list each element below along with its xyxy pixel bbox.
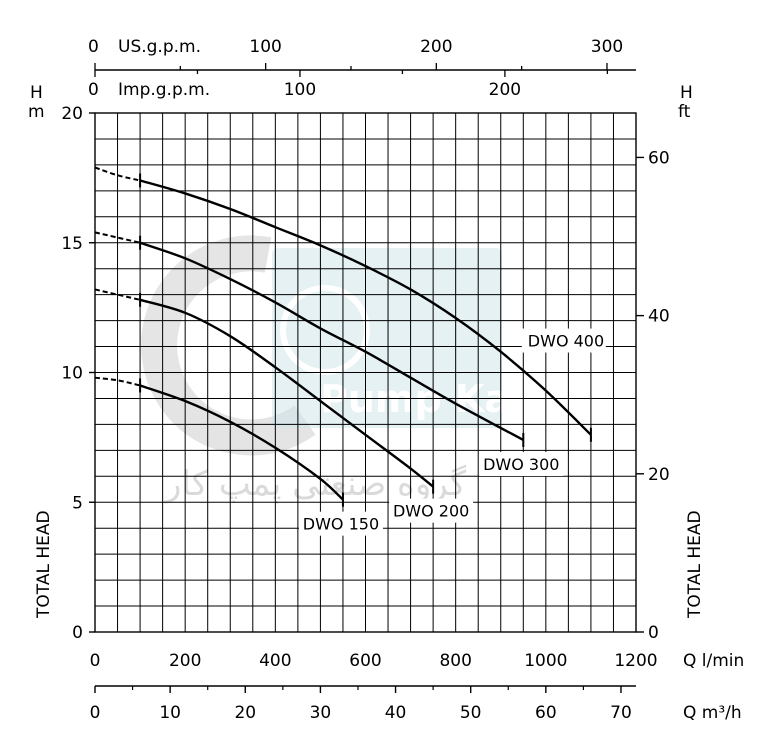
x-tick-label-m3h: 40 [385, 703, 407, 723]
x-tick-label-lmin: 200 [169, 651, 201, 671]
curve-label: DWO 400 [528, 332, 604, 351]
bottom-axis-lmin: 0 200 400 600 800 1000 1200 [90, 651, 658, 671]
us-tick-label: 300 [591, 37, 623, 57]
top-us-zero: 0 [88, 37, 99, 57]
x-tick-label-lmin: 1200 [614, 651, 657, 671]
right-tick-label: 20 [648, 465, 670, 485]
left-unit-m: m [28, 102, 45, 122]
curve-line [139, 241, 524, 442]
left-tick-label: 20 [61, 104, 83, 124]
x-tick-label-m3h: 70 [610, 703, 632, 723]
curve-line [139, 384, 344, 501]
x-tick-label-m3h: 50 [460, 703, 482, 723]
watermark-farsi-text: گروه صنعتی پمپ کار [163, 464, 467, 504]
imp-tick-label: 200 [489, 80, 521, 100]
right-unit-h: H [680, 83, 693, 103]
x-tick-label-m3h: 30 [310, 703, 332, 723]
right-axis-feet: 0 20 40 60 [636, 148, 670, 643]
x-tick-label-m3h: 10 [159, 703, 181, 723]
right-axis-title: TOTAL HEAD [685, 510, 705, 619]
pump-curves [94, 166, 592, 507]
top-axis-imp-gpm: 100 200 [94, 70, 609, 100]
left-tick-label: 5 [72, 493, 83, 513]
curve-line [139, 298, 434, 488]
x-tick-label-lmin: 600 [349, 651, 381, 671]
x-tick-label-lmin: 800 [439, 651, 471, 671]
curve-label-bg [389, 498, 474, 523]
x-tick-label-m3h: 20 [234, 703, 256, 723]
top-us-unit: US.g.p.m. [118, 37, 201, 57]
curve-line [139, 179, 592, 436]
curve-label: DWO 300 [483, 455, 559, 474]
top-axis-us-gpm: 100 200 300 [94, 37, 636, 71]
curve-dashed-extension [94, 231, 141, 244]
left-tick-label: 0 [72, 623, 83, 643]
curve-label-bg [298, 511, 383, 536]
pump-kar-logo-watermark: Pump Kar گروه صنعتی پمپ کار [141, 235, 529, 504]
left-tick-label: 15 [61, 234, 83, 254]
right-tick-label: 40 [648, 307, 670, 327]
x-tick-label-lmin: 400 [259, 651, 291, 671]
x-unit-m3h: Q m³/h [683, 703, 742, 723]
curve-label: DWO 150 [303, 515, 379, 534]
chart-grid [95, 113, 636, 632]
left-unit-h: H [30, 83, 43, 103]
left-axis-title: TOTAL HEAD [34, 510, 54, 619]
curve-label: DWO 200 [393, 502, 469, 521]
right-tick-label: 60 [648, 148, 670, 168]
x-tick-label-m3h: 0 [90, 703, 101, 723]
left-tick-label: 10 [61, 364, 83, 384]
x-tick-label-lmin: 0 [90, 651, 101, 671]
us-tick-label: 100 [249, 37, 281, 57]
curve-dashed-extension [94, 376, 141, 387]
x-tick-label-lmin: 1000 [524, 651, 567, 671]
right-unit-ft: ft [678, 102, 691, 122]
watermark-latin-text: Pump Kar [320, 377, 529, 421]
right-tick-label: 0 [648, 623, 659, 643]
imp-tick-label: 100 [284, 80, 316, 100]
curve-label-bg [521, 328, 606, 353]
curve-dashed-extension [94, 166, 141, 182]
x-tick-label-m3h: 60 [535, 703, 557, 723]
bottom-axis-m3h: 0 10 20 30 40 50 60 70 [90, 685, 636, 723]
top-imp-zero: 0 [88, 80, 99, 100]
left-axis-meters: 0 5 10 15 20 [61, 104, 95, 643]
curve-dashed-extension [94, 288, 141, 301]
curve-labels: DWO 400 DWO 300 DWO 200 DWO 150 [298, 328, 606, 536]
x-unit-lmin: Q l/min [683, 651, 744, 671]
us-tick-label: 200 [420, 37, 452, 57]
top-imp-unit: Imp.g.p.m. [118, 80, 210, 100]
curve-label-bg [479, 451, 564, 476]
